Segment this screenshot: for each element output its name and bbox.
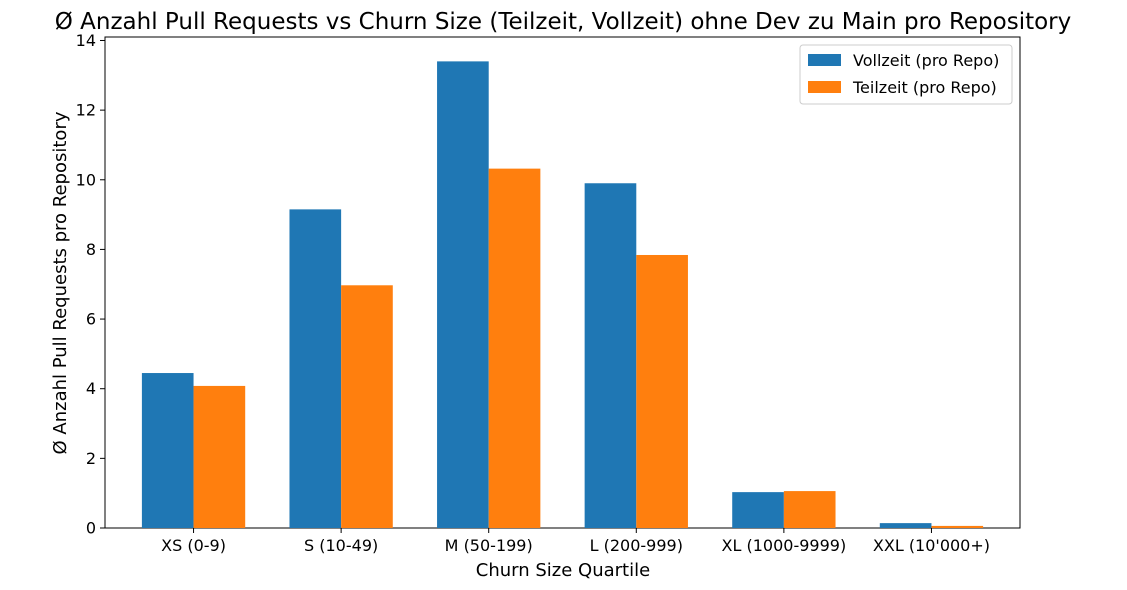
y-axis: 0 2 4 6 8 10 12 14: [76, 31, 105, 538]
legend-label: Teilzeit (pro Repo): [852, 78, 997, 97]
legend-swatch: [808, 54, 841, 66]
bar-vollzeit-0: [141, 373, 194, 528]
y-tick-label: 4: [86, 379, 96, 398]
x-axis: XS (0-9) S (10-49) M (50-199) L (200-999) XL…: [161, 528, 990, 555]
bar-vollzeit-2: [437, 61, 489, 528]
legend-swatch: [808, 81, 841, 93]
bar-teilzeit-0: [193, 385, 246, 528]
bar-teilzeit-4: [783, 491, 836, 528]
bar-vollzeit-5: [879, 523, 932, 528]
y-tick-label: 10: [76, 170, 96, 189]
x-tick-label: S (10-49): [304, 536, 378, 555]
x-tick-label: XL (1000-9999): [722, 536, 847, 555]
bar-vollzeit-3: [584, 183, 637, 529]
y-tick-label: 6: [86, 310, 96, 329]
legend-box: [799, 44, 1013, 105]
plot-frame: [104, 36, 1021, 529]
bar-vollzeit-1: [289, 209, 342, 528]
x-axis-label: Churn Size Quartile: [476, 560, 650, 581]
y-tick-label: 14: [76, 31, 96, 50]
y-tick-label: 0: [86, 519, 96, 538]
x-tick-label: M (50-199): [445, 536, 533, 555]
y-tick-label: 12: [76, 101, 96, 120]
bar-teilzeit-3: [636, 254, 688, 529]
x-tick-label: XXL (10'000+): [873, 536, 990, 555]
y-axis-label: Ø Anzahl Pull Requests pro Repository: [50, 111, 71, 454]
bar-teilzeit-2: [488, 168, 541, 528]
bar-teilzeit-1: [341, 285, 393, 528]
y-tick-label: 8: [86, 240, 96, 259]
bar-teilzeit-5: [931, 525, 984, 528]
legend: Vollzeit (pro Repo) Teilzeit (pro Repo): [799, 44, 1013, 105]
bars: [141, 61, 984, 529]
plot-area: [104, 36, 1021, 529]
chart-title: Ø Anzahl Pull Requests vs Churn Size (Te…: [55, 9, 1072, 35]
y-tick-label: 2: [86, 449, 96, 468]
x-tick-label: L (200-999): [590, 536, 683, 555]
legend-label: Vollzeit (pro Repo): [853, 51, 999, 70]
bar-vollzeit-4: [732, 492, 784, 528]
x-tick-label: XS (0-9): [161, 536, 226, 555]
